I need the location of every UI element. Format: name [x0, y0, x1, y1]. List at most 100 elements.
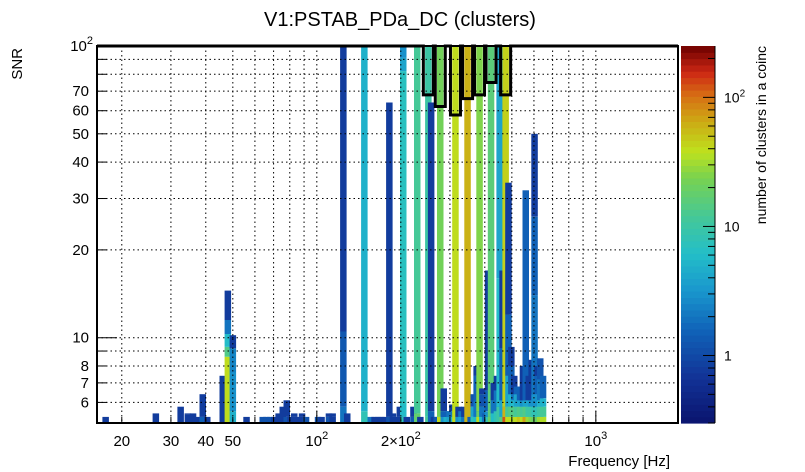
palette-band — [681, 108, 715, 116]
histogram-cell — [361, 46, 368, 412]
histogram-cell — [531, 133, 538, 217]
palette-band — [681, 152, 715, 160]
palette-band — [681, 121, 715, 129]
histogram-cell — [437, 46, 444, 417]
palette-band — [681, 64, 715, 72]
histogram-cell — [396, 416, 404, 423]
palette-band — [681, 133, 715, 141]
histogram-cell — [194, 416, 202, 423]
histogram-cell — [539, 406, 547, 417]
histogram-cell — [386, 416, 393, 423]
palette-band — [681, 372, 715, 380]
x-axis-ticks: 20 30 40 50 102 2×102 103 — [113, 411, 607, 450]
palette-band — [681, 297, 715, 305]
histogram-cell — [440, 388, 447, 412]
palette-band — [681, 360, 715, 368]
y-tick-label: 6 — [81, 394, 89, 411]
histogram-cell — [283, 400, 290, 417]
palette-band — [681, 341, 715, 349]
palette-band — [681, 284, 715, 292]
x-tick-label: 40 — [197, 433, 214, 450]
histogram-cell — [400, 404, 407, 417]
x-tick-label: 20 — [113, 433, 130, 450]
histogram-cell — [522, 190, 529, 401]
histogram-cell — [184, 414, 192, 423]
histogram-cell — [279, 406, 286, 423]
palette-band — [681, 89, 715, 97]
z-tick-label: 102 — [724, 88, 746, 105]
palette-band — [681, 265, 715, 273]
y-tick-label: 70 — [72, 83, 89, 100]
y-tick-label: 10 — [72, 330, 89, 347]
palette-band — [681, 96, 715, 104]
histogram-cell — [340, 331, 347, 407]
y-tick-label: 102 — [70, 35, 93, 55]
histogram-cell — [224, 320, 232, 334]
histogram-cell — [340, 406, 347, 423]
histogram-cell — [539, 375, 547, 399]
histogram-cell — [298, 416, 306, 423]
histogram-cell — [302, 416, 310, 423]
palette-band — [681, 209, 715, 217]
palette-band — [681, 127, 715, 135]
histogram-cell — [229, 372, 237, 412]
palette-band — [681, 303, 715, 311]
histogram-cell — [531, 295, 538, 395]
histogram-cell — [152, 413, 160, 423]
histogram-cell — [400, 416, 407, 423]
color-axis-label: number of clusters in a coinc — [753, 46, 769, 224]
histogram-cell — [291, 413, 298, 417]
x-tick-label: 103 — [584, 430, 607, 450]
histogram-cell — [389, 416, 397, 423]
palette-band — [681, 335, 715, 342]
histogram-cell — [243, 416, 250, 423]
palette-band — [681, 416, 715, 424]
palette-band — [681, 272, 715, 280]
histogram-cell — [427, 102, 435, 412]
histogram-cell — [177, 406, 184, 423]
palette-band — [681, 391, 715, 399]
z-tick-label: 1 — [724, 348, 732, 364]
palette-band — [681, 309, 715, 317]
histogram-cell — [204, 416, 211, 423]
palette-band — [681, 278, 715, 286]
histogram-cell — [283, 416, 290, 423]
palette-band — [681, 328, 715, 336]
x-tick-label: 2×102 — [381, 430, 421, 450]
histogram-cell — [537, 358, 544, 380]
histogram-cell — [539, 416, 547, 423]
palette-band — [681, 234, 715, 242]
histogram-cell — [263, 416, 270, 423]
palette-band — [681, 347, 715, 355]
histogram-cell — [318, 416, 325, 423]
histogram-cell — [476, 46, 483, 412]
histogram-cell — [189, 413, 197, 423]
y-tick-label: 60 — [72, 103, 89, 120]
histogram-cell — [479, 406, 486, 417]
histogram-cell — [102, 416, 109, 423]
histogram-cell — [184, 413, 192, 415]
y-axis-ticks: 6 78 10 20 30 40 50 60 70 102 — [70, 35, 117, 411]
y-tick-label: 7 — [81, 375, 89, 392]
palette-band — [681, 221, 715, 229]
color-axis-ticks: 1 10 102 — [703, 58, 746, 424]
palette-band — [681, 146, 715, 154]
histogram-cell — [271, 416, 278, 423]
histogram-cell — [479, 394, 486, 407]
histogram-cell — [393, 416, 400, 423]
palette-band — [681, 83, 715, 91]
histogram-cell — [329, 413, 336, 417]
palette-band — [681, 190, 715, 198]
y-tick-label: 30 — [72, 191, 89, 208]
histogram-cell — [487, 46, 495, 417]
histogram-cell — [414, 46, 421, 414]
x-tick-label: 50 — [224, 433, 241, 450]
histogram-cell — [410, 416, 417, 423]
palette-band — [681, 140, 715, 148]
histogram-cell — [452, 46, 459, 423]
palette-band — [681, 71, 715, 79]
y-axis-label: SNR — [9, 48, 26, 80]
histogram-cell — [410, 406, 417, 417]
y-tick-label: 20 — [72, 242, 89, 259]
